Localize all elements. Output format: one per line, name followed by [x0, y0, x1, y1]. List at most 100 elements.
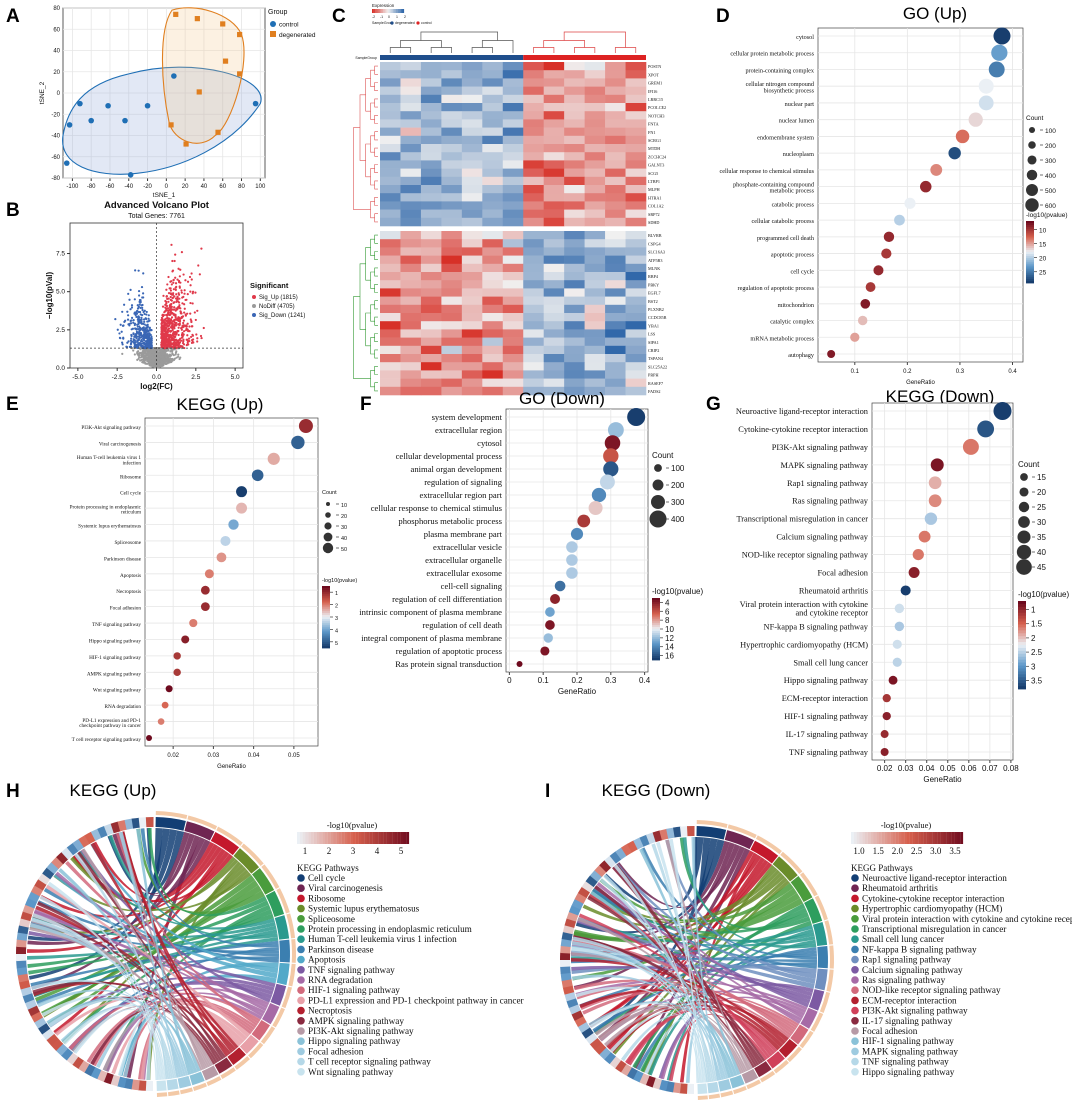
term-label: checkpoint pathway in cancer — [79, 723, 141, 729]
tick-label: -40 — [124, 184, 133, 190]
point-down — [130, 304, 134, 307]
heatmap-cell — [523, 313, 544, 322]
chord-colorbar-cell — [311, 832, 314, 844]
point-up — [184, 313, 187, 316]
heatmap-cell — [523, 144, 544, 153]
size-legend-label: 35 — [1037, 533, 1046, 542]
heatmap-cell — [482, 152, 504, 161]
legend-symbol — [252, 304, 256, 308]
point-nodiff — [173, 357, 177, 360]
point-up — [167, 300, 170, 303]
heatmap-cell — [564, 329, 585, 338]
size-legend-label: 30 — [341, 525, 347, 531]
heatmap-cell — [523, 152, 544, 161]
dendrogram-branch — [614, 47, 637, 53]
chord-colorbar-cell — [890, 832, 894, 844]
chord-colorbar-cell — [957, 832, 961, 844]
chord-colorbar-label: 3.5 — [949, 846, 961, 856]
colorbar-cell — [1026, 241, 1034, 245]
point-down — [128, 322, 131, 325]
heatmap-cell — [625, 209, 647, 219]
chord-ribbon — [92, 841, 233, 903]
heatmap-cell — [400, 231, 422, 240]
heatmap-cell — [625, 263, 647, 273]
point-up — [190, 320, 193, 324]
point-up — [164, 327, 167, 330]
dot — [554, 580, 566, 592]
heatmap-cell — [380, 176, 401, 186]
heatmap-cell — [482, 160, 504, 169]
chord-legend-symbol — [851, 925, 859, 933]
colorbar-cell — [1026, 276, 1034, 280]
size-legend-label: 200 — [1045, 143, 1056, 150]
row-dendrogram-branch — [374, 131, 378, 141]
heatmap-cell — [441, 168, 463, 178]
row-dendrogram-branch — [370, 201, 375, 219]
row-dendrogram-branch — [370, 135, 375, 153]
heatmap-cell — [380, 70, 401, 79]
point-nodiff — [175, 350, 178, 353]
heatmap-cell — [380, 144, 401, 153]
heatmap-cell — [584, 152, 606, 161]
tick-label: 40 — [53, 49, 60, 55]
heatmap-cell — [502, 296, 524, 306]
point-down — [143, 312, 146, 316]
tick-label: -2.5 — [112, 374, 124, 381]
tick-label: 80 — [238, 184, 245, 190]
colorbar-cell — [1018, 645, 1026, 649]
heatmap-cell — [461, 135, 483, 145]
heatmap-cell — [461, 345, 483, 355]
tick-label: 0.08 — [1003, 764, 1019, 773]
heatmap-cell — [605, 135, 626, 145]
colorbar-cell — [1026, 260, 1034, 263]
chord-colorbar-cell — [395, 832, 398, 844]
pathway-outer-ring — [261, 864, 280, 890]
point-down — [145, 324, 148, 327]
colorbar-cell — [652, 626, 660, 630]
heatmap-cell — [400, 272, 422, 281]
dot — [918, 530, 931, 543]
group-bar-control — [523, 55, 646, 60]
gene-label: SLC16A3 — [648, 250, 665, 255]
colorbar-cell — [1018, 668, 1026, 672]
point-nodiff — [136, 358, 139, 362]
dot — [189, 618, 198, 628]
heatmap-cell — [543, 288, 565, 297]
colorbar-cell — [652, 639, 660, 642]
heatmap-cell — [502, 201, 524, 210]
heatmap-cell — [523, 304, 544, 314]
gene-segment — [84, 1063, 96, 1077]
heatmap-cell — [605, 280, 626, 289]
point-up — [163, 325, 166, 328]
point-up — [182, 321, 185, 325]
heatmap-cell — [523, 370, 544, 379]
dotplot-title: GO (Up) — [903, 4, 967, 23]
point-up — [182, 338, 185, 341]
tick-label: 0.07 — [982, 764, 998, 773]
pathway-segment — [276, 962, 290, 986]
term-label: Human T-cell leukemia virus 1 — [77, 455, 142, 461]
colorbar-cell — [322, 623, 330, 626]
tick-label: 5.0 — [231, 374, 240, 381]
point-down — [137, 327, 140, 331]
legend-tick: -1 — [380, 15, 383, 19]
term-label: Hippo signaling pathway — [89, 638, 142, 644]
point-up — [169, 289, 173, 292]
size-legend-dot — [1026, 169, 1038, 181]
heatmap-cell — [400, 193, 422, 202]
chord-ribbon — [573, 872, 783, 941]
term-label: Cell cycle — [120, 491, 142, 497]
heatmap-cell — [502, 263, 524, 273]
heatmap-cell — [605, 62, 626, 71]
gene-segment — [123, 1078, 134, 1090]
dot — [888, 675, 898, 685]
gene-segment — [560, 952, 571, 960]
annotation-legend-title: SampleGroup — [372, 21, 394, 25]
legend-gradient-cell — [400, 9, 403, 13]
heatmap-cell — [564, 296, 585, 306]
heatmap-cell — [523, 70, 544, 79]
dot — [591, 487, 607, 503]
heatmap-cell — [400, 111, 422, 120]
chord-legend-symbol — [851, 996, 859, 1005]
